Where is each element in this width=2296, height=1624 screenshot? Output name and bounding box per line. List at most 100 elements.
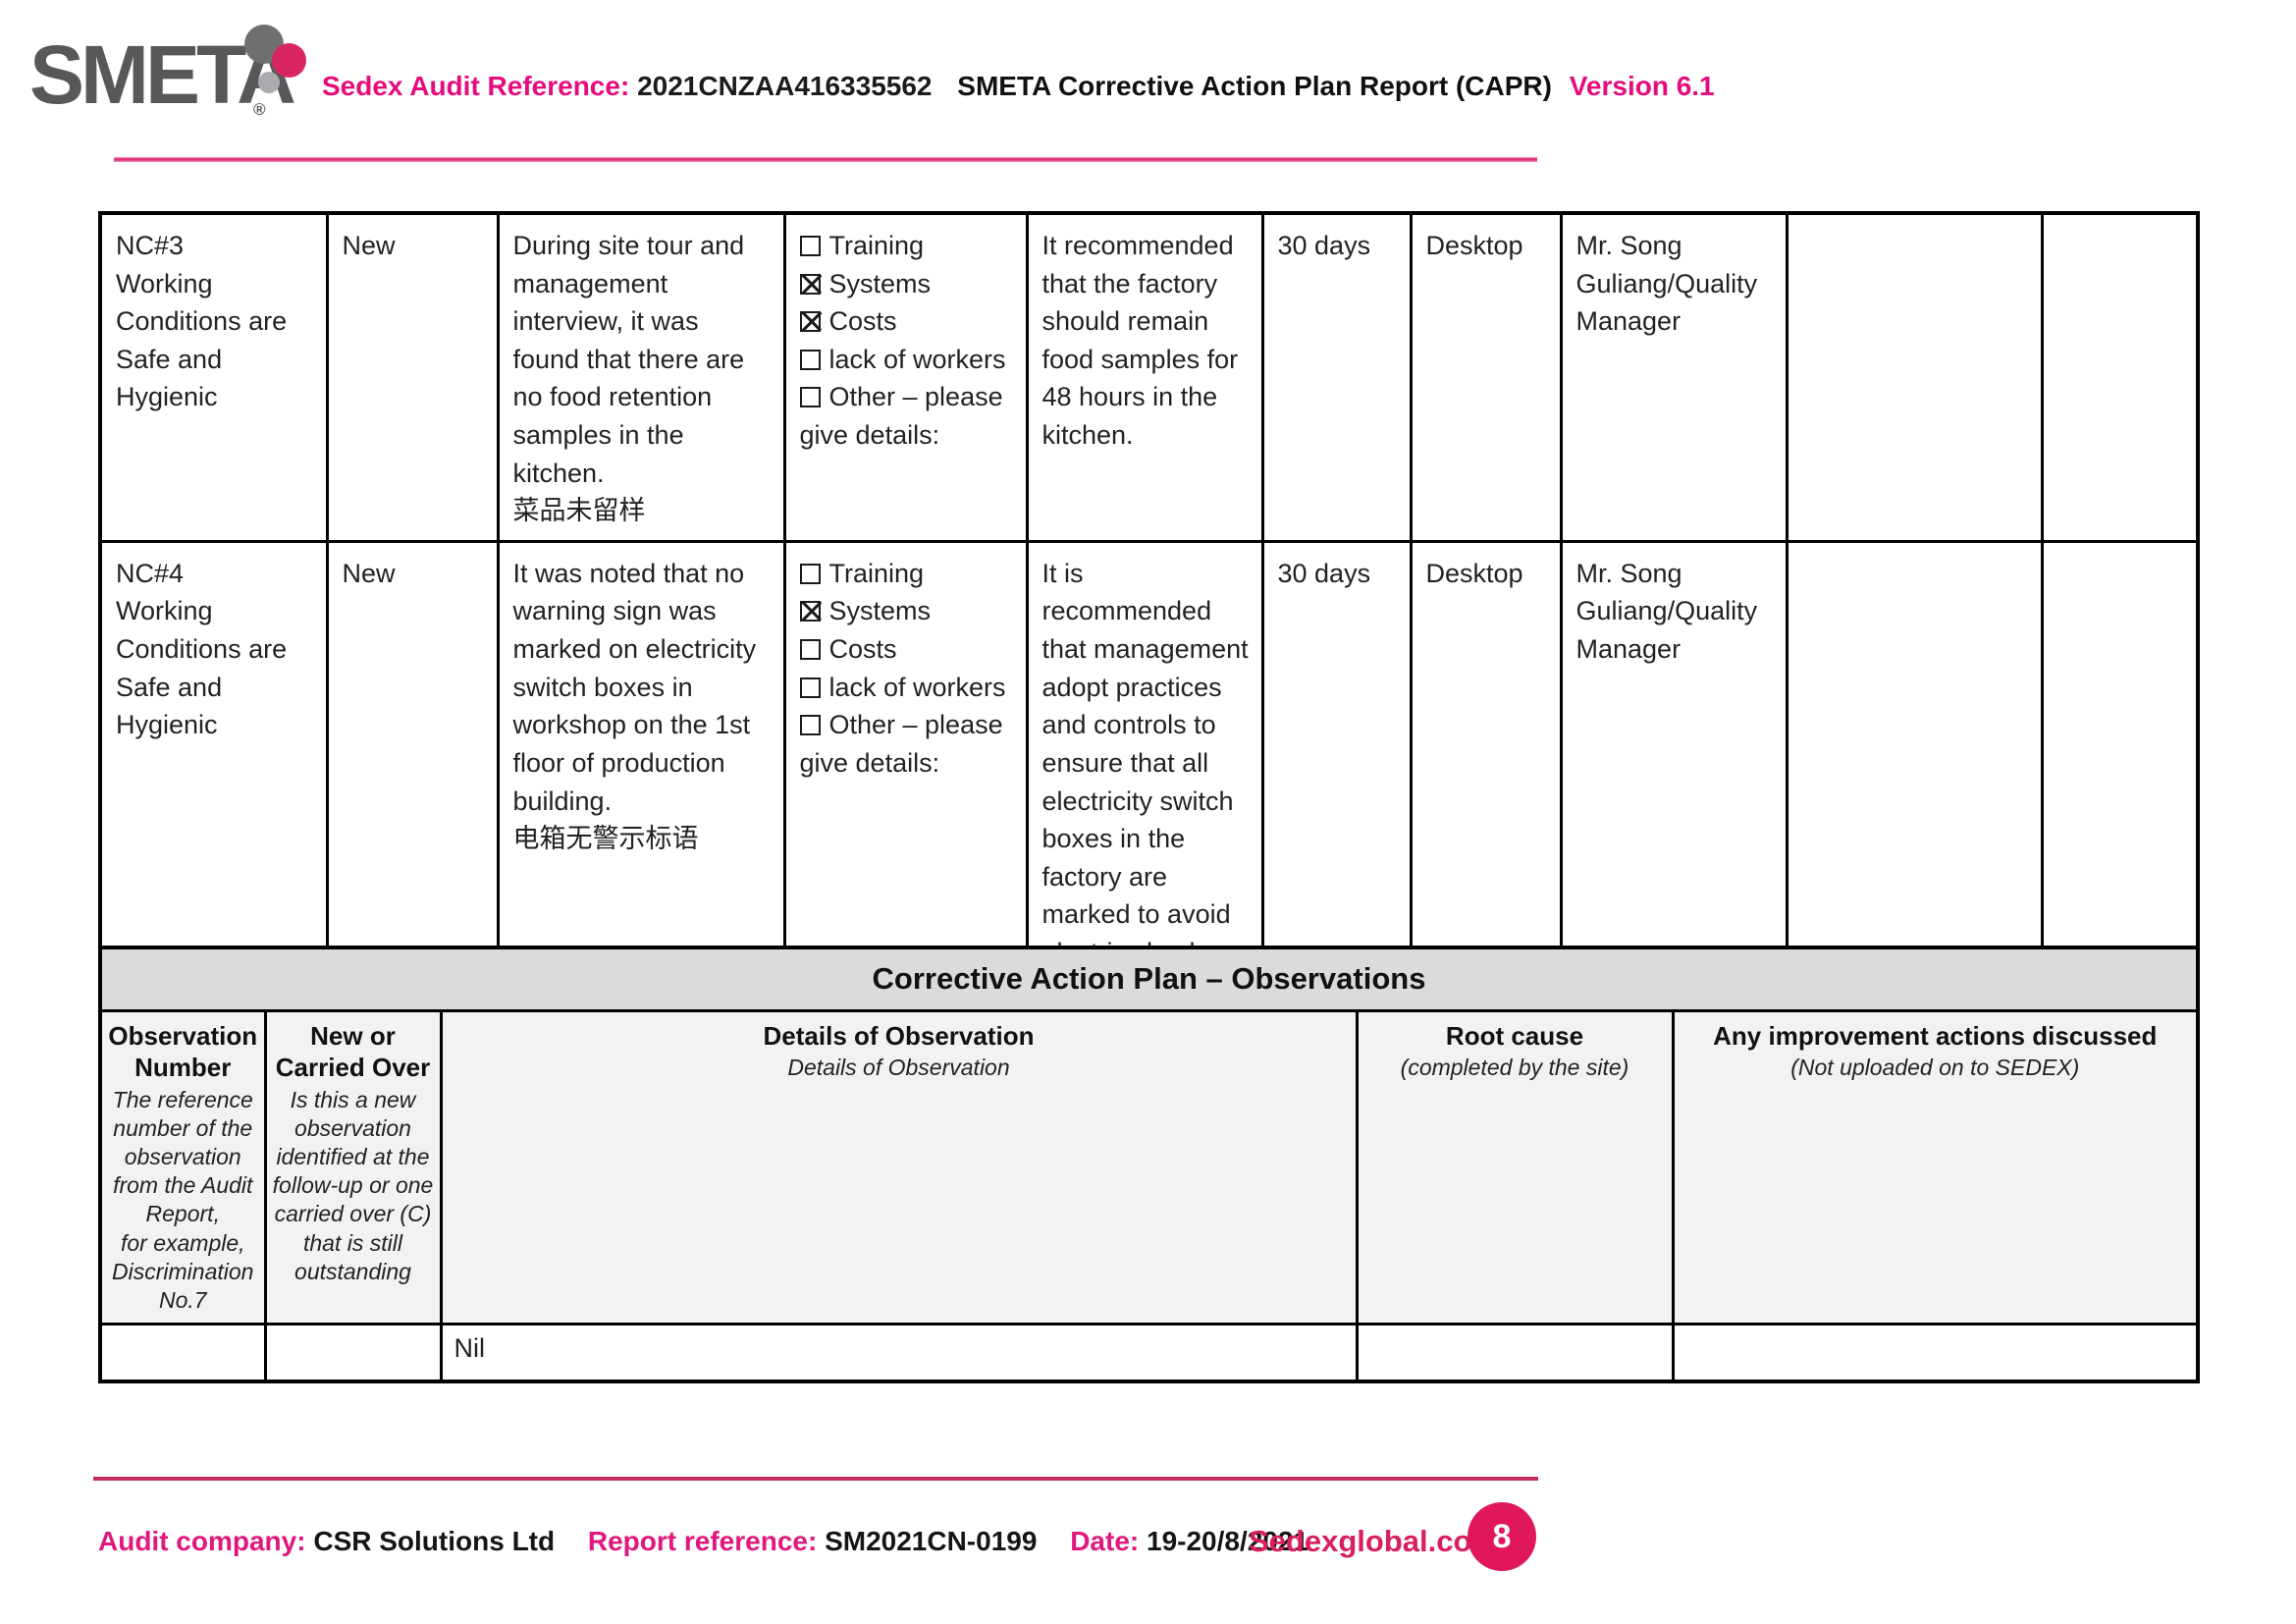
checkbox-costs-icon	[799, 639, 821, 661]
root-cause-option: Training	[799, 227, 1014, 265]
page-number: 8	[1492, 1517, 1512, 1555]
column-title: Any improvement actions discussed	[1713, 1020, 2158, 1051]
nc-responsible-cell: Mr. Song Guliang/Quality Manager	[1559, 211, 1789, 543]
column-subtitle: The reference number of the observation …	[112, 1086, 254, 1313]
observations-table: Corrective Action Plan – Observations Ob…	[98, 946, 2201, 1383]
nc-category: Working Conditions are Safe and Hygienic	[116, 596, 288, 740]
root-cause-option: Training	[799, 555, 1014, 593]
page-number-badge: 8	[1468, 1502, 1536, 1571]
option-label: Costs	[828, 306, 897, 337]
checkbox-other-icon	[799, 715, 821, 736]
date-value: 19-20/8/2021	[1147, 1526, 1309, 1556]
root-cause-option: lack of workers	[799, 669, 1014, 707]
audit-reference-label: Sedex Audit Reference:	[322, 71, 630, 101]
option-label: Systems	[828, 268, 932, 298]
checkbox-systems-icon	[799, 273, 821, 295]
checkbox-lack-of-workers-icon	[799, 349, 821, 370]
nc-details-cell: During site tour and management intervie…	[496, 211, 786, 543]
column-title: Root cause	[1445, 1020, 1584, 1051]
checkbox-costs-icon	[799, 311, 821, 333]
nc-status-cell: New	[325, 211, 500, 543]
footer-info-line: Audit company: CSR Solutions Ltd Report …	[98, 1526, 1334, 1557]
header-divider-rule	[114, 157, 1537, 162]
checkbox-training-icon	[799, 236, 821, 256]
nc-details-en: It was noted that no warning sign was ma…	[512, 558, 757, 816]
checkbox-other-icon	[799, 387, 821, 408]
observations-header-row: Observation Number The reference number …	[98, 1008, 2200, 1326]
nc-root-cause-options-cell: Training Systems Costs lack of workers O…	[782, 539, 1029, 986]
column-title: Observation Number	[108, 1020, 258, 1083]
root-cause-option: Systems	[799, 265, 1014, 303]
col-header-observation-number: Observation Number The reference number …	[98, 1008, 267, 1326]
checkbox-training-icon	[799, 563, 821, 584]
option-label: Systems	[828, 596, 932, 626]
option-label: Training	[828, 558, 925, 588]
checkbox-lack-of-workers-icon	[799, 677, 821, 698]
nc-root-cause-options-cell: Training Systems Costs lack of workers O…	[782, 211, 1029, 543]
nc-details-cell: It was noted that no warning sign was ma…	[496, 539, 786, 986]
logo-dot-light-icon	[258, 72, 280, 93]
nc-recommendation-cell: It is recommended that management adopt …	[1025, 539, 1264, 986]
observation-improvement-cell	[1671, 1323, 2200, 1383]
date-label: Date:	[1070, 1526, 1140, 1556]
nc-row-4: NC#4 Working Conditions are Safe and Hyg…	[98, 539, 2200, 986]
nc-status-cell: New	[325, 539, 500, 986]
column-subtitle: (completed by the site)	[1400, 1055, 1629, 1080]
root-cause-option: lack of workers	[799, 341, 1014, 379]
root-cause-option: Systems	[799, 592, 1014, 630]
root-cause-option: Costs	[799, 630, 1014, 669]
nc-empty-cell	[1785, 539, 2044, 986]
nc-verification-cell: Desktop	[1409, 539, 1563, 986]
col-header-details-of-observation: Details of Observation Details of Observ…	[439, 1008, 1359, 1326]
option-label: lack of workers	[828, 344, 1006, 374]
root-cause-option: Other – please give details:	[799, 706, 1014, 782]
nc-empty-cell	[1785, 211, 2044, 543]
audit-company-value: CSR Solutions Ltd	[313, 1526, 556, 1556]
column-subtitle: (Not uploaded on to SEDEX)	[1790, 1055, 2080, 1080]
nc-responsible-cell: Mr. Song Guliang/Quality Manager	[1559, 539, 1789, 986]
option-label: Costs	[828, 634, 897, 665]
observation-new-or-carried-cell	[263, 1323, 443, 1383]
col-header-root-cause: Root cause (completed by the site)	[1355, 1008, 1675, 1326]
column-title: New or Carried Over	[275, 1020, 431, 1083]
nc-number-cell: NC#4 Working Conditions are Safe and Hyg…	[98, 539, 329, 986]
observation-data-row: Nil	[98, 1323, 2200, 1383]
nc-timescale-cell: 30 days	[1260, 539, 1413, 986]
nc-continuation-table: NC#3 Working Conditions are Safe and Hyg…	[98, 211, 2200, 986]
nc-row-3: NC#3 Working Conditions are Safe and Hyg…	[98, 211, 2200, 543]
document-title: SMETA Corrective Action Plan Report (CAP…	[957, 71, 1552, 101]
nc-empty-cell	[2040, 211, 2200, 543]
registered-trademark-icon: ®	[253, 100, 266, 119]
smeta-logo: SMETA ®	[29, 14, 353, 141]
report-reference-label: Report reference:	[587, 1526, 818, 1556]
option-label: Training	[828, 231, 925, 260]
option-label: Other – please give details:	[799, 382, 1003, 451]
observations-banner-row: Corrective Action Plan – Observations	[98, 946, 2200, 1012]
observation-number-cell	[98, 1323, 267, 1383]
nc-recommendation-cell: It recommended that the factory should r…	[1025, 211, 1264, 543]
observation-root-cause-cell	[1355, 1323, 1675, 1383]
nc-number: NC#3	[116, 231, 185, 260]
observation-details-cell: Nil	[439, 1323, 1359, 1383]
nc-number-cell: NC#3 Working Conditions are Safe and Hyg…	[98, 211, 329, 543]
logo-dot-pink-icon	[272, 43, 306, 78]
nc-timescale-cell: 30 days	[1260, 211, 1413, 543]
audit-company-label: Audit company:	[98, 1526, 306, 1556]
column-title: Details of Observation	[763, 1020, 1035, 1051]
nc-number: NC#4	[116, 558, 185, 588]
observations-banner-title: Corrective Action Plan – Observations	[98, 946, 2200, 1012]
checkbox-systems-icon	[799, 601, 821, 623]
option-label: lack of workers	[828, 672, 1006, 702]
sedexglobal-website-link[interactable]: Sedexglobal.com	[1249, 1524, 1499, 1558]
column-subtitle: Details of Observation	[787, 1055, 1010, 1080]
document-header-line: Sedex Audit Reference: 2021CNZAA41633556…	[322, 71, 1715, 102]
document-version: Version 6.1	[1569, 71, 1715, 101]
nc-details-cn: 电箱无警示标语	[512, 824, 699, 854]
nc-category: Working Conditions are Safe and Hygienic	[116, 268, 288, 412]
audit-reference-value: 2021CNZAA416335562	[637, 71, 933, 101]
root-cause-option: Other – please give details:	[799, 378, 1014, 454]
nc-verification-cell: Desktop	[1409, 211, 1563, 543]
option-label: Other – please give details:	[799, 710, 1003, 778]
nc-empty-cell	[2040, 539, 2200, 986]
